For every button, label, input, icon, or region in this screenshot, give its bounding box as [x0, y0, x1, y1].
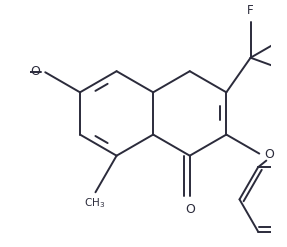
- Text: O: O: [31, 64, 40, 78]
- Text: CH$_3$: CH$_3$: [84, 196, 105, 210]
- Text: O: O: [185, 203, 195, 216]
- Text: O: O: [264, 148, 274, 161]
- Text: F: F: [247, 4, 254, 17]
- Text: F: F: [286, 22, 287, 35]
